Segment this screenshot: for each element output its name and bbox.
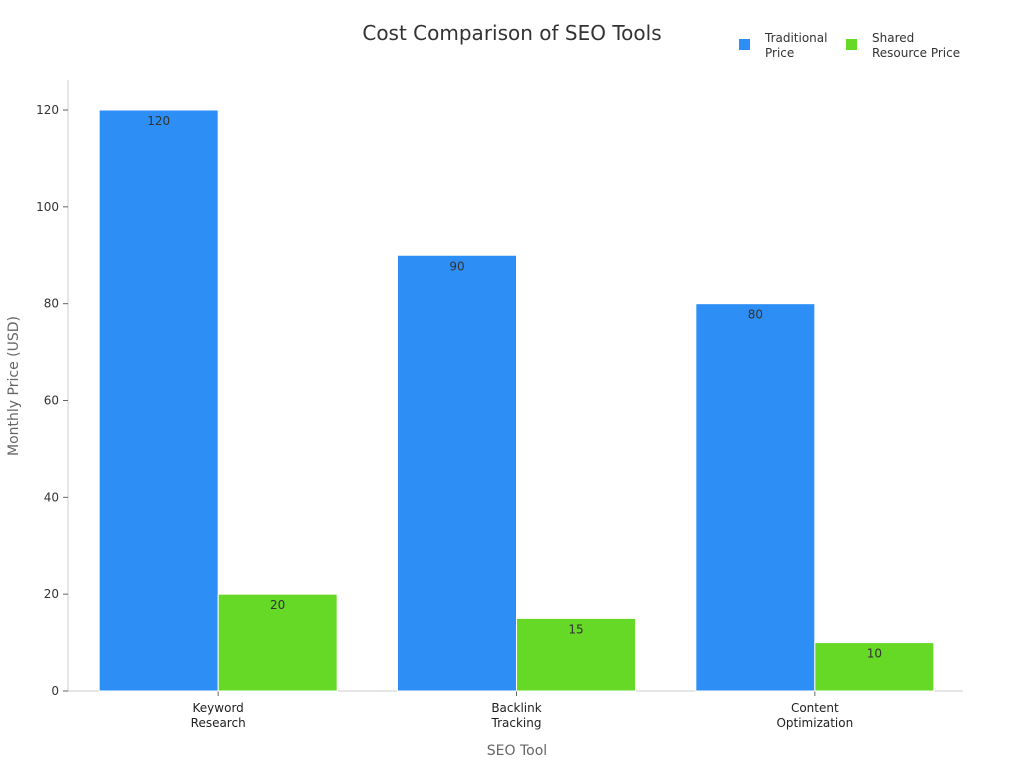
data-label: 120 (147, 114, 170, 128)
bar (695, 303, 816, 692)
y-tick-label: 60 (44, 394, 59, 408)
legend-label: Shared Resource Price (872, 31, 960, 60)
x-axis-label: SEO Tool (487, 743, 547, 759)
data-label: 90 (449, 259, 464, 273)
y-tick-label: 40 (44, 490, 59, 504)
x-tick-label: Content Optimization (776, 701, 853, 730)
legend-label: Traditional Price (764, 31, 827, 60)
data-label: 15 (568, 622, 583, 636)
y-tick-label: 120 (36, 103, 59, 117)
y-tick-label: 20 (44, 587, 59, 601)
y-tick-label: 0 (51, 684, 59, 698)
x-tick-label: Keyword Research (191, 701, 246, 730)
data-label: 80 (748, 308, 763, 322)
bar (98, 109, 219, 692)
bar (397, 254, 517, 692)
bar (516, 617, 636, 692)
data-label: 20 (270, 598, 285, 612)
legend: Traditional Price Shared Resource Price (739, 31, 960, 60)
bar (217, 593, 338, 692)
y-axis-label: Monthly Price (USD) (6, 316, 22, 456)
data-label: 10 (867, 647, 882, 661)
bar (814, 642, 935, 692)
x-tick-label: Backlink Tracking (491, 701, 542, 730)
y-tick-label: 80 (44, 297, 59, 311)
bars: 120 20 90 15 80 10 (98, 109, 935, 692)
legend-swatch (846, 39, 857, 50)
legend-swatch (739, 39, 750, 50)
axes: 0 20 40 60 80 100 120 Keyword Research Backlink Tr… (36, 80, 963, 730)
chart-title: Cost Comparison of SEO Tools (362, 21, 661, 45)
y-tick-label: 100 (36, 200, 59, 214)
